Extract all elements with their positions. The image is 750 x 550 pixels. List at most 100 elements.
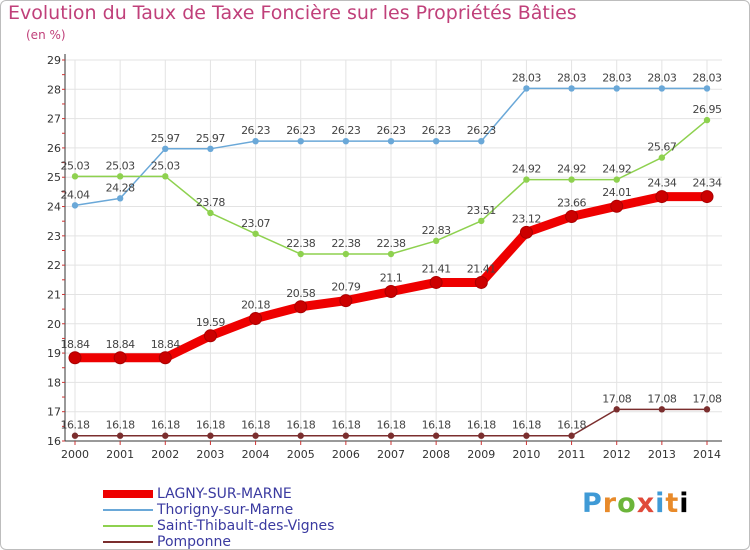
data-label: 28.03 [647,71,676,84]
data-label: 16.18 [106,419,135,432]
y-tick-label: 25 [47,171,61,184]
data-label: 20.18 [241,298,270,311]
data-point [429,275,443,289]
data-point [252,137,259,145]
logo-letter: P [582,488,603,519]
legend-label: Saint-Thibault-des-Vignes [157,518,335,534]
data-label: 24.01 [602,186,631,199]
data-point [249,311,263,325]
data-label: 16.18 [377,419,406,432]
data-label: 23.07 [241,217,270,230]
data-label: 21.1 [380,272,403,285]
data-point [116,195,124,202]
data-label: 16.18 [61,419,90,432]
data-point [162,432,169,439]
logo-letter: r [602,488,618,519]
legend-swatch [103,509,153,511]
x-tick-label: 2006 [332,448,360,461]
data-point [655,190,669,204]
data-point [339,294,353,308]
legend-swatch [103,525,153,527]
data-point [523,176,530,183]
data-point [703,406,711,413]
data-point [116,173,124,180]
data-label: 18.84 [61,338,90,351]
data-label: 24.04 [61,188,90,201]
data-point [252,230,259,237]
data-label: 17.08 [602,392,631,405]
data-point [610,199,624,213]
legend-label: Thorigny-sur-Marne [157,502,294,518]
data-label: 28.03 [602,71,631,84]
data-point [297,432,304,439]
data-label: 28.03 [512,71,541,84]
data-label: 25.97 [151,132,180,145]
data-point [297,250,304,258]
data-point [432,432,440,439]
data-label: 24.34 [647,177,676,190]
data-label: 16.18 [241,419,270,432]
data-point [294,300,308,314]
data-point [71,173,79,180]
x-tick-label: 2000 [61,448,89,461]
data-labels: 24.04 24.28 25.97 25.97 26.23 26.23 26.23 26.23… [61,71,723,432]
data-label: 28.03 [693,71,722,84]
data-point [700,190,714,204]
x-tick-label: 2001 [106,448,134,461]
data-point [478,217,485,225]
data-label: 22.83 [422,224,451,237]
data-label: 16.18 [512,419,541,432]
data-point [703,85,711,92]
data-label: 26.23 [422,124,451,137]
legend-swatch [103,490,153,498]
legend-label: LAGNY-SUR-MARNE [157,486,292,502]
y-tick-label: 21 [47,288,61,301]
data-label: 24.92 [602,163,631,176]
data-label: 25.03 [151,159,180,172]
data-point [342,250,350,258]
data-label: 16.18 [331,419,360,432]
data-label: 16.18 [422,419,451,432]
data-label: 25.97 [196,132,225,145]
x-tick-label: 2003 [196,448,224,461]
data-point [113,351,127,365]
data-label: 16.18 [151,419,180,432]
data-point [658,154,666,161]
data-point [387,250,395,258]
data-point [207,209,214,217]
data-label: 16.18 [557,419,586,432]
data-point [613,85,620,92]
data-label: 24.92 [557,163,586,176]
x-tick-label: 2009 [467,448,495,461]
legend-item: Pomponne [103,534,334,550]
logo-letter: i [679,488,690,519]
chart-title: Evolution du Taux de Taxe Foncière sur l… [8,2,577,24]
x-tick-label: 2012 [603,448,631,461]
data-point [613,406,620,413]
data-label: 23.78 [196,196,225,209]
data-label: 28.03 [557,71,586,84]
legend-swatch [103,541,153,543]
legend: LAGNY-SUR-MARNE Thorigny-sur-Marne Saint… [103,486,334,550]
data-label: 22.38 [331,237,360,250]
data-label: 26.23 [241,124,270,137]
data-point [207,432,214,439]
series-lines [68,85,714,439]
legend-item: Saint-Thibault-des-Vignes [103,518,334,534]
legend-label: Pomponne [157,534,231,550]
data-label: 18.84 [151,338,180,351]
x-tick-label: 2011 [558,448,586,461]
logo-letter: o [617,488,637,519]
data-label: 26.23 [467,124,496,137]
data-point [342,432,350,439]
data-point [568,176,575,183]
data-point [523,85,530,92]
data-point [162,173,169,180]
data-point [203,329,217,343]
logo-letter: x [636,488,656,519]
x-tick-label: 2005 [287,448,315,461]
data-label: 19.59 [196,316,225,329]
y-tick-label: 29 [47,54,61,67]
data-point [158,351,172,365]
